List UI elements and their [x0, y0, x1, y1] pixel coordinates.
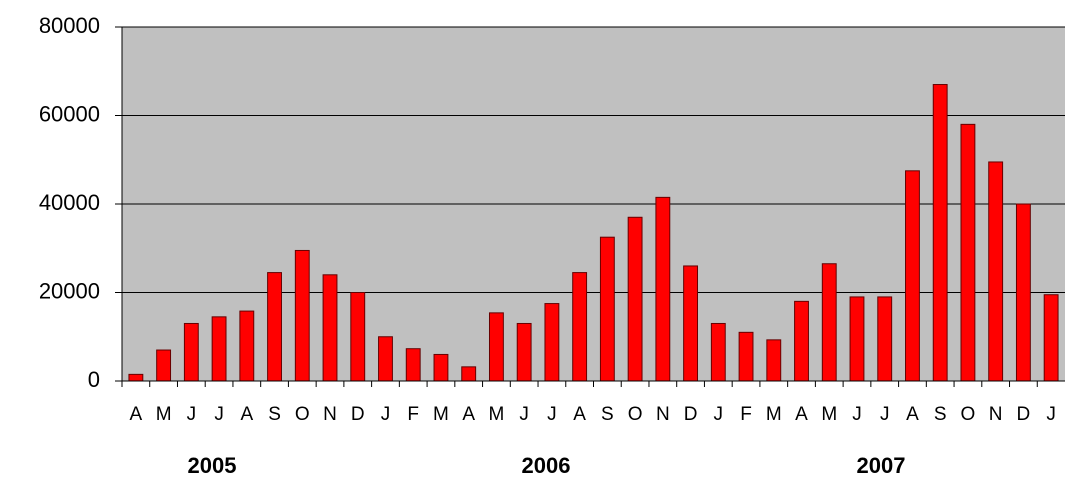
bar [627, 216, 643, 382]
bar [988, 161, 1004, 382]
x-tick-label: J [547, 404, 557, 425]
x-tick-label: D [351, 404, 365, 425]
x-tick-label: A [240, 404, 253, 425]
x-tick-label: J [519, 404, 529, 425]
x-tick-label: N [656, 404, 670, 425]
bar [766, 339, 782, 382]
year-label: 2005 [188, 453, 237, 477]
bar [211, 316, 227, 382]
x-tick-label: M [433, 404, 449, 425]
year-label: 2006 [522, 453, 571, 477]
bar [488, 312, 504, 382]
bar [433, 353, 449, 382]
bar [405, 348, 421, 382]
bar [683, 265, 699, 382]
x-tick-label: J [880, 404, 890, 425]
x-tick-label: S [268, 404, 281, 425]
bar [1043, 294, 1059, 382]
bar [183, 322, 199, 382]
bar [239, 310, 255, 382]
bar [544, 303, 560, 382]
bar [932, 84, 948, 382]
bar [516, 322, 532, 382]
x-tick-label: A [130, 404, 143, 425]
x-tick-label: O [628, 404, 643, 425]
bar [738, 331, 754, 382]
x-tick-label: D [684, 404, 698, 425]
bar [849, 296, 865, 382]
y-tick-label: 40000 [39, 190, 100, 215]
bar [350, 292, 366, 382]
bar [599, 236, 615, 382]
x-tick-label: S [601, 404, 614, 425]
bar [378, 336, 393, 382]
x-tick-label: D [1017, 404, 1031, 425]
x-tick-label: M [766, 404, 782, 425]
x-tick-label: A [573, 404, 586, 425]
x-tick-label: F [407, 404, 419, 425]
x-tick-label: A [906, 404, 919, 425]
x-tick-label: A [795, 404, 808, 425]
bar [322, 274, 338, 382]
x-tick-label: A [462, 404, 475, 425]
bar [794, 300, 809, 382]
y-tick-label: 0 [88, 367, 100, 392]
bar [267, 272, 282, 382]
bar [294, 249, 310, 382]
y-tick-label: 60000 [39, 101, 100, 126]
year-label: 2007 [857, 453, 906, 477]
x-tick-label: O [295, 404, 310, 425]
x-tick-label: J [381, 404, 391, 425]
x-tick-label: M [821, 404, 837, 425]
x-tick-label: N [323, 404, 337, 425]
x-tick-label: F [740, 404, 752, 425]
bar [128, 373, 144, 382]
x-tick-label: J [187, 404, 197, 425]
y-tick-label: 20000 [39, 278, 100, 303]
bar [1015, 203, 1031, 382]
x-tick-label: O [961, 404, 976, 425]
bar [156, 349, 172, 382]
x-tick-label: M [156, 404, 172, 425]
bar [710, 322, 726, 382]
bar [461, 366, 477, 382]
x-tick-label: J [214, 404, 224, 425]
bar [877, 296, 893, 382]
bar [572, 272, 588, 382]
x-tick-label: J [1046, 404, 1056, 425]
y-tick-label: 80000 [39, 13, 100, 38]
x-tick-label: J [852, 404, 862, 425]
bar [905, 170, 920, 382]
bar [655, 196, 671, 382]
x-tick-label: M [489, 404, 505, 425]
x-tick-label: N [989, 404, 1003, 425]
x-tick-label: S [934, 404, 947, 425]
bar [821, 263, 837, 382]
bar [960, 123, 976, 382]
x-tick-label: J [714, 404, 724, 425]
